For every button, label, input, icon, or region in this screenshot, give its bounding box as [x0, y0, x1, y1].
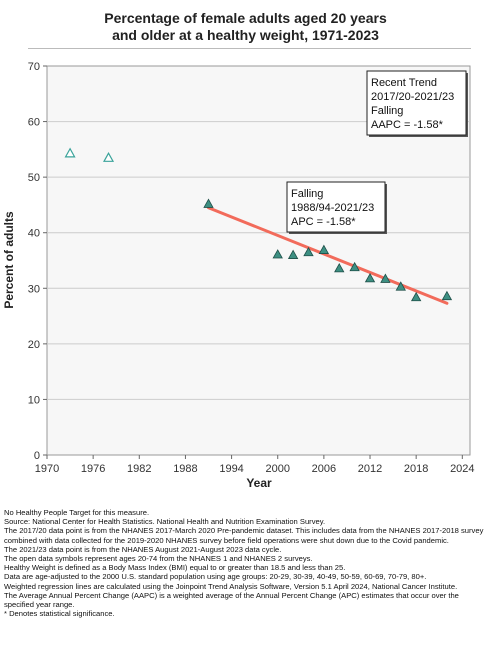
chart-title: Percentage of female adults aged 20 year… [0, 10, 491, 44]
data-point [272, 249, 283, 259]
footnote-line: The open data symbols represent ages 20-… [4, 554, 313, 564]
trend-lines [207, 206, 449, 305]
footnote-line: * Denotes statistical significance. [4, 609, 115, 619]
annotation-line: APC = -1.58* [291, 216, 356, 228]
footnote-line: Healthy Weight is defined as a Body Mass… [4, 563, 346, 573]
data-point [334, 262, 345, 273]
x-tick-label: 2012 [358, 463, 382, 475]
open-data-point [64, 147, 76, 158]
chart-title-text: Percentage of female adults aged 20 year… [104, 10, 387, 43]
data-point [410, 291, 422, 302]
x-tick-label: 2018 [404, 463, 428, 475]
x-tick-label: 2024 [450, 463, 474, 475]
annotation-line: 1988/94-2021/23 [291, 202, 374, 214]
data-point [349, 261, 360, 272]
x-tick-label: 1982 [127, 463, 151, 475]
footnote-line: The 2021/23 data point is from the NHANE… [4, 544, 282, 554]
y-tick-label: 0 [34, 450, 40, 462]
data-point [441, 290, 453, 301]
y-tick-label: 50 [28, 172, 40, 184]
x-tick-label: 2006 [312, 463, 336, 475]
y-tick-label: 70 [28, 61, 40, 73]
data-points [64, 147, 453, 302]
annotation-box: Recent Trend 2017/20-2021/23 Falling AAPC =… [366, 70, 468, 137]
y-tick-label: 60 [28, 117, 40, 129]
title-divider [28, 48, 471, 49]
footnote-line: Source: National Center for Health Stati… [4, 517, 326, 527]
annotation-frame [366, 70, 467, 136]
open-data-point [103, 151, 115, 162]
x-tick-label: 1994 [219, 463, 243, 475]
data-point [287, 249, 299, 259]
footnotes: No Healthy People Target for this measur… [4, 508, 488, 618]
annotation-line: Falling [291, 188, 323, 200]
trend-line [207, 206, 449, 305]
x-tick-label: 1970 [35, 463, 59, 475]
axes: 0 10 20 30 40 50 60 70 1970 1976 1982 1988 1994 2000 2… [28, 61, 475, 475]
y-tick-label: 30 [28, 283, 40, 295]
x-tick-label: 2000 [265, 463, 289, 475]
annotation-line: Falling [371, 105, 403, 117]
annotation-line: 2017/20-2021/23 [371, 91, 454, 103]
data-point [203, 198, 214, 208]
y-tick-label: 40 [28, 228, 40, 240]
footnote-line: Weighted regression lines are calculated… [4, 581, 458, 591]
y-axis-label: Percent of adults [2, 211, 16, 309]
data-point [303, 246, 314, 257]
data-point [318, 244, 330, 254]
y-tick-label: 10 [28, 394, 40, 406]
data-point [395, 281, 406, 291]
annotation-box: Falling 1988/94-2021/23 APC = -1.58* [286, 181, 387, 234]
footnote-line: The Average Annual Percent Change (AAPC)… [4, 590, 459, 610]
footnote-line: The 2017/20 data point is from the NHANE… [4, 526, 484, 545]
data-point [380, 273, 391, 283]
chart: 0 10 20 30 40 50 60 70 1970 1976 1982 1988 1994 2000 2… [2, 61, 475, 490]
data-point [364, 272, 376, 283]
x-tick-label: 1976 [81, 463, 105, 475]
annotation-line: Recent Trend [371, 77, 437, 89]
x-tick-label: 1988 [173, 463, 197, 475]
x-axis-label: Year [246, 476, 272, 490]
annotation-frame [286, 181, 386, 233]
y-tick-label: 20 [28, 339, 40, 351]
footnote-line: Data are age-adjusted to the 2000 U.S. s… [4, 572, 427, 582]
annotation-line: AAPC = -1.58* [371, 119, 444, 131]
footnote-line: No Healthy People Target for this measur… [4, 508, 150, 517]
annotations: Recent Trend 2017/20-2021/23 Falling AAPC =… [286, 70, 468, 234]
